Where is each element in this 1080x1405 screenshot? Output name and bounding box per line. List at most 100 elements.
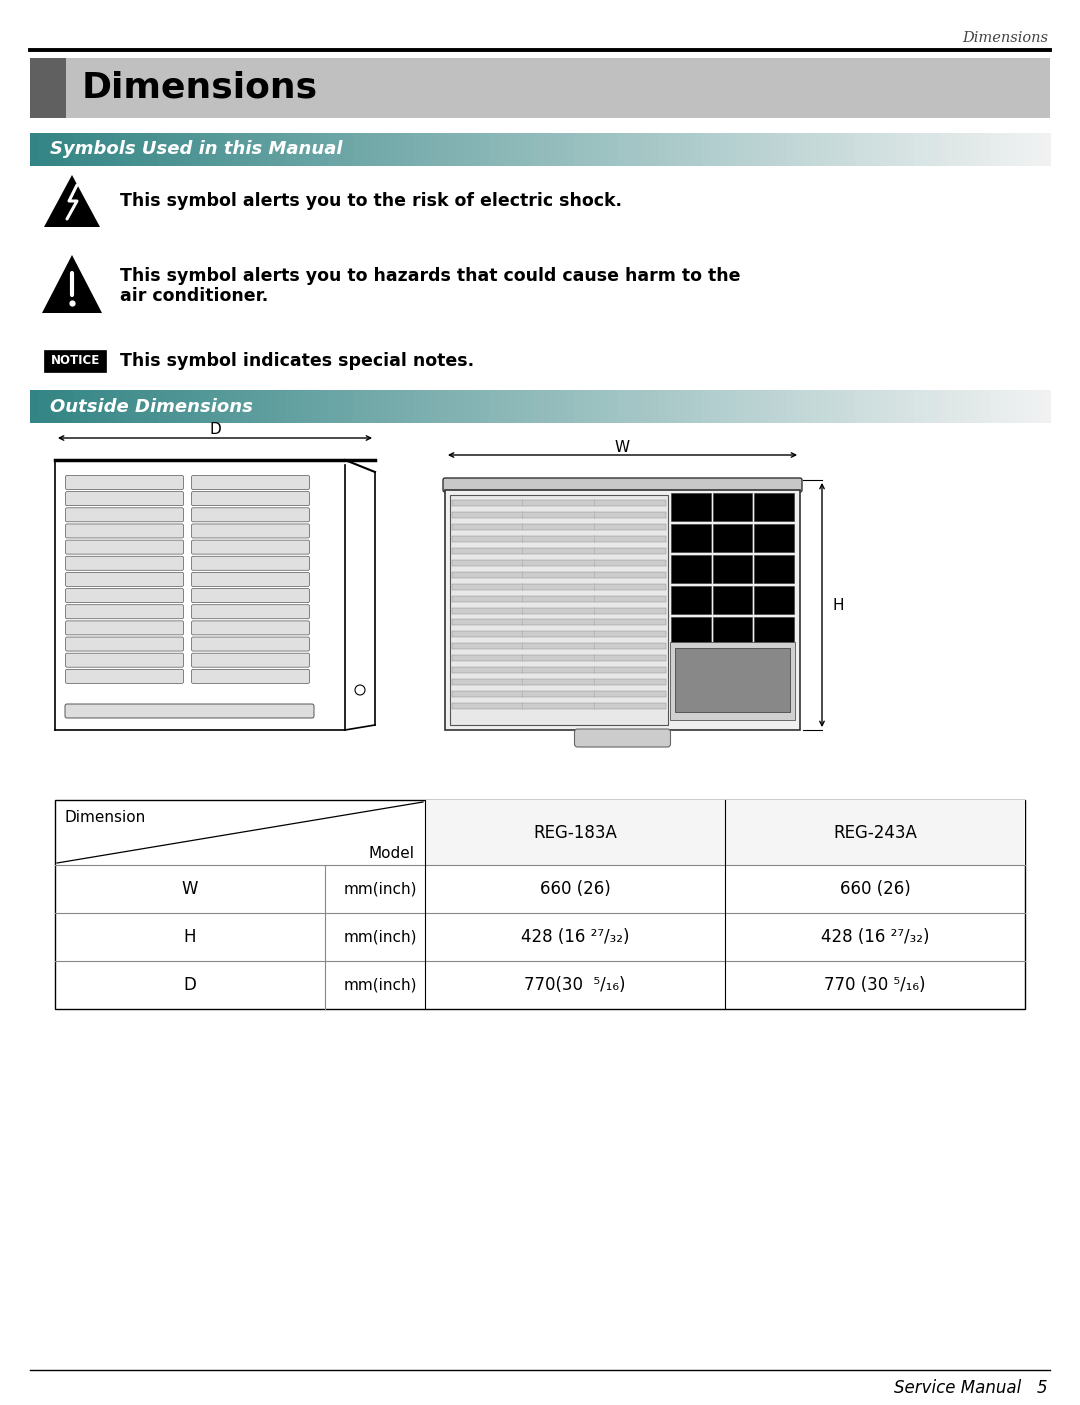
Text: This symbol indicates special notes.: This symbol indicates special notes. [120, 353, 474, 370]
Bar [846, 391, 855, 423]
Bar [685, 133, 693, 166]
Bar [718, 133, 728, 166]
Bar [430, 391, 438, 423]
Bar [778, 391, 787, 423]
Bar [64, 391, 73, 423]
Bar [345, 133, 353, 166]
FancyBboxPatch shape [191, 524, 310, 538]
Bar [922, 133, 931, 166]
Bar [880, 133, 889, 166]
Bar [591, 133, 600, 166]
FancyBboxPatch shape [575, 729, 671, 747]
Bar [166, 133, 175, 166]
Bar [453, 655, 666, 662]
Bar [453, 535, 666, 542]
FancyBboxPatch shape [66, 556, 184, 570]
Bar [889, 133, 897, 166]
Text: Dimensions: Dimensions [82, 72, 319, 105]
Bar [650, 133, 660, 166]
Bar [455, 133, 464, 166]
Bar [453, 643, 666, 649]
Bar [489, 133, 498, 166]
Bar [982, 391, 991, 423]
Bar [667, 133, 676, 166]
Bar [413, 133, 421, 166]
Bar [634, 133, 643, 166]
Text: mm(inch): mm(inch) [343, 881, 417, 896]
Polygon shape [42, 254, 102, 313]
Bar [599, 391, 608, 423]
Bar [650, 391, 660, 423]
Bar [81, 133, 90, 166]
Bar [863, 133, 872, 166]
Bar [735, 133, 744, 166]
Bar [336, 133, 345, 166]
Bar [744, 133, 753, 166]
Bar [523, 391, 532, 423]
Bar [914, 391, 923, 423]
Bar [608, 133, 617, 166]
Bar [90, 133, 98, 166]
Text: Outside Dimensions: Outside Dimensions [50, 398, 253, 416]
Bar [149, 391, 158, 423]
Bar [191, 391, 201, 423]
Bar [140, 133, 149, 166]
Bar [114, 133, 124, 166]
Bar [453, 500, 666, 506]
Bar [107, 391, 116, 423]
FancyBboxPatch shape [191, 507, 310, 521]
Bar [123, 133, 133, 166]
Bar [123, 391, 133, 423]
Bar [276, 133, 285, 166]
Bar [90, 391, 98, 423]
FancyBboxPatch shape [191, 540, 310, 554]
Bar [453, 691, 666, 697]
Bar [55, 799, 1025, 1009]
Text: H: H [832, 597, 843, 613]
Bar [540, 133, 549, 166]
Bar [982, 133, 991, 166]
Bar [667, 391, 676, 423]
Bar [183, 133, 192, 166]
Bar [55, 391, 65, 423]
Bar [370, 391, 379, 423]
Bar [727, 391, 735, 423]
Bar [617, 391, 625, 423]
FancyBboxPatch shape [191, 669, 310, 683]
Bar [132, 133, 141, 166]
FancyBboxPatch shape [66, 653, 184, 667]
Text: mm(inch): mm(inch) [343, 978, 417, 992]
Bar [854, 133, 864, 166]
Bar [549, 133, 557, 166]
Bar [940, 391, 948, 423]
Bar [591, 391, 600, 423]
Text: D: D [210, 423, 221, 437]
Bar [302, 391, 311, 423]
Bar [795, 133, 804, 166]
Text: 428 (16 ²⁷/₃₂): 428 (16 ²⁷/₃₂) [521, 927, 630, 946]
Bar [319, 133, 328, 166]
Bar [395, 133, 405, 166]
Bar [430, 133, 438, 166]
Bar [582, 133, 592, 166]
Bar [362, 133, 370, 166]
Bar [48, 391, 56, 423]
FancyBboxPatch shape [66, 572, 184, 586]
Bar [769, 391, 779, 423]
Text: NOTICE: NOTICE [51, 354, 99, 368]
Bar [948, 391, 957, 423]
Bar [990, 391, 999, 423]
Bar [472, 391, 481, 423]
Bar [1025, 391, 1034, 423]
Bar [226, 391, 234, 423]
Bar [837, 391, 847, 423]
Bar [1041, 133, 1051, 166]
Bar [821, 133, 829, 166]
FancyBboxPatch shape [65, 704, 314, 718]
Bar [735, 391, 744, 423]
Bar [702, 391, 711, 423]
FancyBboxPatch shape [191, 492, 310, 506]
Text: This symbol alerts you to the risk of electric shock.: This symbol alerts you to the risk of el… [120, 192, 622, 209]
Bar [453, 572, 666, 577]
Bar [710, 391, 719, 423]
